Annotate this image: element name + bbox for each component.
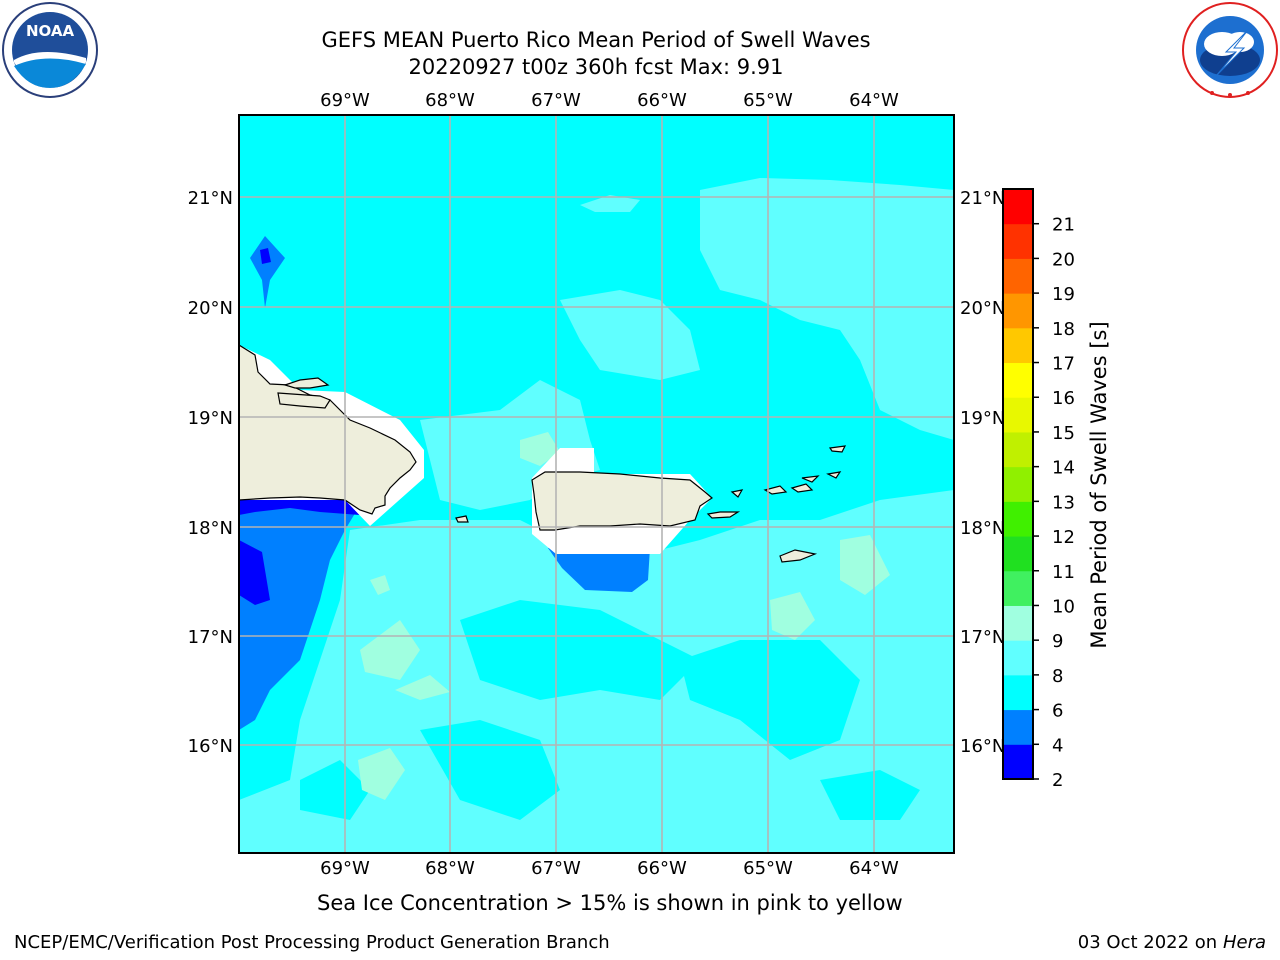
colorbar-tick-label: 17 xyxy=(1052,354,1075,375)
colorbar-tick-label: 10 xyxy=(1052,596,1075,617)
lat-label-left: 19°N xyxy=(188,408,233,429)
lon-label-top: 67°W xyxy=(531,90,581,111)
colorbar-tick-label: 15 xyxy=(1052,423,1075,444)
colorbar-tick-label: 4 xyxy=(1052,735,1063,756)
lat-label-right: 18°N xyxy=(960,518,1005,539)
colorbar-segment xyxy=(1003,189,1033,225)
colorbar-tick-label: 21 xyxy=(1052,215,1075,236)
colorbar-segment xyxy=(1003,536,1033,572)
swell-2-4s-contours xyxy=(239,248,360,605)
colorbar-tick-label: 9 xyxy=(1052,631,1063,652)
lat-label-left: 17°N xyxy=(188,627,233,648)
lat-label-right: 16°N xyxy=(960,736,1005,757)
colorbar-segment xyxy=(1003,258,1033,294)
colorbar-segment xyxy=(1003,744,1033,780)
colorbar-segment xyxy=(1003,431,1033,468)
colorbar-tick-label: 11 xyxy=(1052,562,1075,583)
lon-label-top: 64°W xyxy=(849,90,899,111)
colorbar-tick-label: 19 xyxy=(1052,284,1075,305)
lat-label-left: 18°N xyxy=(188,518,233,539)
sea-ice-caption: Sea Ice Concentration > 15% is shown in … xyxy=(317,891,903,915)
colorbar-tick-label: 16 xyxy=(1052,388,1075,409)
colorbar-tick-label: 13 xyxy=(1052,492,1075,513)
swell-9-10s-contours xyxy=(358,432,890,800)
lon-label-bottom: 64°W xyxy=(849,858,899,879)
colorbar-label: Mean Period of Swell Waves [s] xyxy=(1087,321,1111,648)
map-area xyxy=(239,115,954,853)
map-gridlines xyxy=(239,115,954,853)
map-subtitle: 20220927 t00z 360h fcst Max: 9.91 xyxy=(408,55,784,79)
colorbar-tick-label: 6 xyxy=(1052,701,1063,722)
map-frame xyxy=(238,114,955,854)
colorbar-tick-label: 8 xyxy=(1052,666,1063,687)
lat-label-left: 21°N xyxy=(188,188,233,209)
lon-label-top: 66°W xyxy=(637,90,687,111)
colorbar-segment xyxy=(1003,327,1033,364)
lon-label-top: 69°W xyxy=(320,90,370,111)
colorbar-tick-label: 14 xyxy=(1052,458,1075,479)
footer-machine: Hera xyxy=(1222,932,1266,953)
colorbar-segment xyxy=(1003,709,1033,745)
lon-label-top: 68°W xyxy=(425,90,475,111)
colorbar-segment xyxy=(1003,293,1033,329)
colorbar-segment xyxy=(1003,640,1033,676)
lon-label-bottom: 65°W xyxy=(743,858,793,879)
colorbar-segment xyxy=(1003,223,1033,259)
map-title: GEFS MEAN Puerto Rico Mean Period of Swe… xyxy=(321,28,871,52)
lat-label-right: 17°N xyxy=(960,627,1005,648)
colorbar-tick-label: 2 xyxy=(1052,770,1063,791)
lon-label-bottom: 69°W xyxy=(320,858,370,879)
footer-date-text: 03 Oct 2022 on xyxy=(1077,932,1223,953)
swell-4-6s-contours xyxy=(239,236,650,730)
lon-label-top: 65°W xyxy=(743,90,793,111)
colorbar-segment xyxy=(1003,501,1033,537)
colorbar-frame xyxy=(1002,188,1034,780)
colorbar-segment xyxy=(1003,466,1033,502)
colorbar-tick-label: 20 xyxy=(1052,249,1075,270)
nws-logo-icon xyxy=(1182,2,1278,98)
lat-label-right: 20°N xyxy=(960,298,1005,319)
lon-label-bottom: 66°W xyxy=(637,858,687,879)
colorbar-tick-label: 18 xyxy=(1052,319,1075,340)
noaa-logo-icon: NOAA xyxy=(2,2,98,98)
lat-label-right: 21°N xyxy=(960,188,1005,209)
lat-label-left: 16°N xyxy=(188,736,233,757)
lon-label-bottom: 67°W xyxy=(531,858,581,879)
lat-label-right: 19°N xyxy=(960,408,1005,429)
colorbar-segment xyxy=(1003,570,1033,606)
colorbar-segment xyxy=(1003,605,1033,641)
colorbar-segment xyxy=(1003,397,1033,433)
footer-branch: NCEP/EMC/Verification Post Processing Pr… xyxy=(14,932,610,953)
footer-date: 03 Oct 2022 on Hera xyxy=(1078,932,1266,953)
lat-label-left: 20°N xyxy=(188,298,233,319)
colorbar-segment xyxy=(1003,362,1033,398)
land-outlines xyxy=(239,344,847,563)
lon-label-bottom: 68°W xyxy=(425,858,475,879)
colorbar-segment xyxy=(1003,674,1033,711)
colorbar-tick-label: 12 xyxy=(1052,527,1075,548)
colorbar: 2 4 6 8 9 10 11 12 13 14 15 16 17 18 19 20 21 xyxy=(1002,188,1075,791)
noaa-logo-text: NOAA xyxy=(26,22,75,40)
